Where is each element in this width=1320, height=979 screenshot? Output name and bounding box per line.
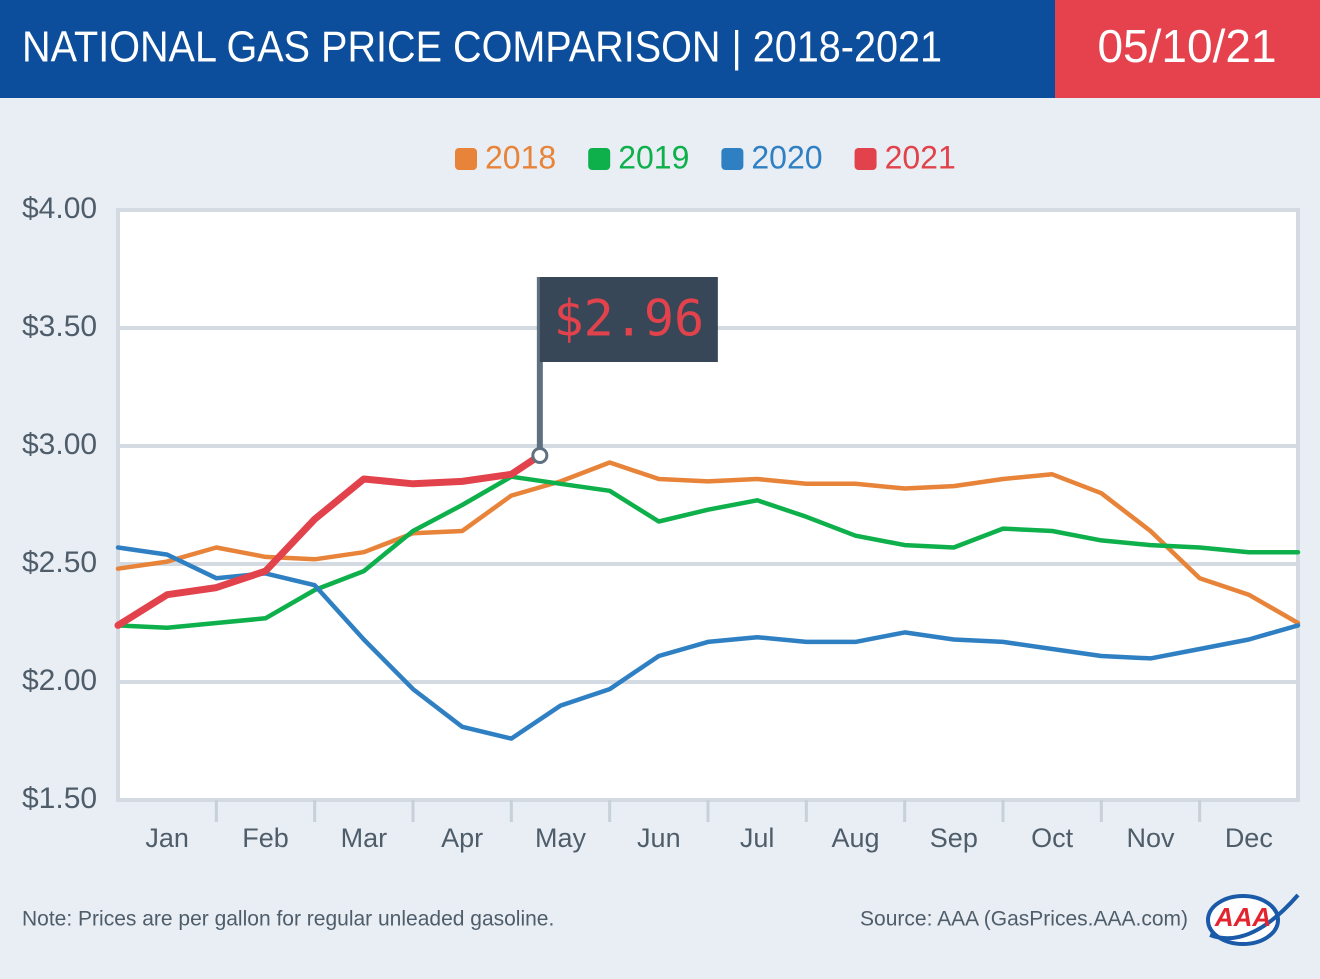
y-tick-label: $3.00 — [22, 428, 97, 461]
flag — [539, 277, 718, 362]
series-line — [114, 451, 544, 629]
svg-text:AAA: AAA — [1214, 902, 1271, 932]
series-line — [115, 460, 1301, 626]
series-line — [115, 545, 1301, 741]
x-tick-label: Sep — [930, 823, 978, 853]
x-tick-label: Jul — [740, 823, 775, 853]
chart-title: NATIONAL GAS PRICE COMPARISON | 2018-202… — [22, 23, 942, 72]
note: Note: Prices are per gallon for regular … — [22, 908, 554, 931]
aaa-logo: AAA — [1206, 893, 1300, 946]
x-tick-label: Aug — [831, 823, 879, 853]
y-tick-label: $2.50 — [22, 546, 97, 579]
flag-point — [531, 446, 549, 464]
x-tick-label: Nov — [1126, 823, 1175, 853]
x-tick-label: Mar — [341, 823, 388, 853]
y-tick-label: $2.00 — [22, 664, 97, 697]
y-tick-label: $3.50 — [22, 310, 97, 343]
y-tick-label: $4.00 — [22, 192, 97, 225]
date-box — [1055, 0, 1320, 98]
x-tick-label: May — [535, 823, 587, 853]
legend-swatch — [588, 148, 611, 170]
source: Source: AAA (GasPrices.AAA.com) — [860, 908, 1188, 931]
legend-swatch — [854, 148, 877, 170]
x-tick-label: Jan — [145, 823, 189, 853]
legend-label: 2020 — [751, 139, 822, 175]
x-tick-label: Apr — [441, 823, 483, 853]
x-tick-label: Dec — [1225, 823, 1273, 853]
legend-label: 2021 — [885, 139, 956, 175]
x-tick-label: Jun — [637, 823, 681, 853]
legend-label: 2019 — [618, 139, 689, 175]
y-tick-label: $1.50 — [22, 782, 97, 815]
date: 05/10/21 — [1097, 20, 1276, 72]
x-tick-label: Feb — [242, 823, 289, 853]
legend-swatch — [721, 148, 744, 170]
legend-swatch — [455, 148, 477, 170]
annotation: $2.96 — [554, 290, 705, 348]
series-line — [115, 474, 1301, 630]
header-bar — [0, 0, 1055, 98]
x-tick-label: Oct — [1031, 823, 1074, 853]
legend-label: 2018 — [485, 139, 556, 175]
